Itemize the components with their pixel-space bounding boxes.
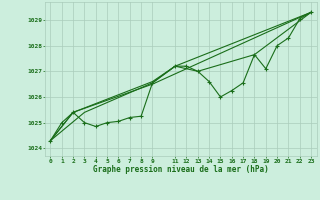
X-axis label: Graphe pression niveau de la mer (hPa): Graphe pression niveau de la mer (hPa) [93, 165, 269, 174]
